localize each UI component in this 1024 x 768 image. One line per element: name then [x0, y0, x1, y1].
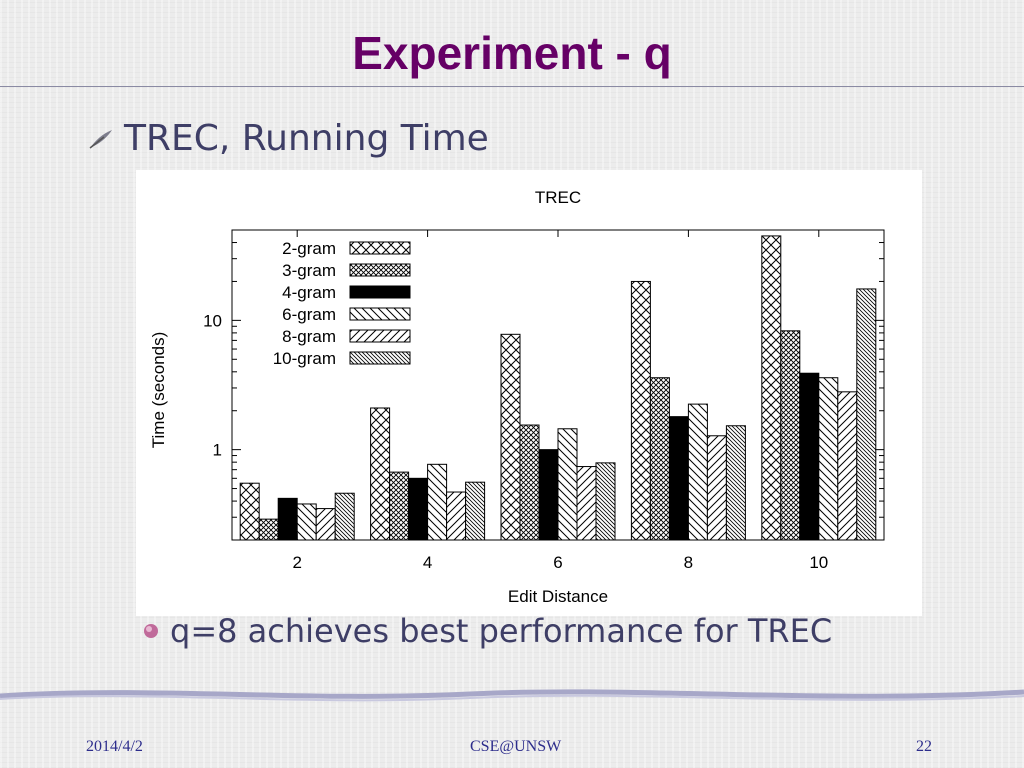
bar-6-gram-8	[687, 403, 708, 541]
bar-4-gram-8	[668, 416, 689, 541]
plot-area: 1 10 2 4 6 8 10 2-gram 3-gram 4-gram 6-gram 8-gram 1…	[203, 229, 885, 572]
y-axis-label: Time (seconds)	[149, 332, 168, 449]
footer-page-number: 22	[916, 738, 932, 755]
legend-label-8-gram: 8-gram	[282, 327, 336, 346]
legend-swatch-2-gram	[349, 241, 411, 255]
y-tick-label: 1	[213, 441, 222, 460]
legend-label-4-gram: 4-gram	[282, 283, 336, 302]
bar-8-gram-10	[837, 391, 858, 541]
bar-10-gram-2	[334, 492, 355, 541]
legend-swatch-6-gram	[349, 307, 411, 321]
bar-10-gram-4	[465, 481, 486, 541]
bar-4-gram-6	[538, 449, 559, 541]
x-tick-label: 6	[553, 553, 562, 572]
feather-bullet-icon	[89, 129, 112, 149]
title-divider	[0, 86, 1024, 87]
bar-3-gram-4	[389, 471, 410, 541]
bar-2-gram-2	[239, 482, 260, 541]
legend-label-10-gram: 10-gram	[273, 349, 336, 368]
legend-swatch-3-gram	[349, 263, 411, 277]
footer-wave-line	[0, 689, 1024, 702]
legend-swatch-8-gram	[349, 329, 411, 343]
x-axis-label: Edit Distance	[508, 587, 608, 606]
main-bullet-text: TREC, Running Time	[124, 118, 489, 159]
legend-swatch-4-gram	[349, 285, 411, 299]
bar-3-gram-10	[780, 330, 801, 541]
x-tick-label: 4	[423, 553, 432, 572]
bar-3-gram-2	[258, 518, 279, 541]
circle-bullet-icon	[144, 624, 158, 638]
bar-4-gram-2	[277, 497, 298, 541]
bar-4-gram-10	[799, 372, 820, 541]
legend-swatch-10-gram	[349, 351, 411, 365]
bar-2-gram-4	[370, 407, 391, 541]
chart-title: TREC	[535, 188, 581, 207]
bar-3-gram-6	[519, 424, 540, 541]
bar-2-gram-10	[761, 235, 782, 541]
bar-chart: TREC Time (seconds) Edit Distance 1 10 2 4 6…	[149, 188, 885, 606]
x-tick-label: 10	[809, 553, 828, 572]
bar-6-gram-6	[557, 428, 578, 541]
bar-8-gram-2	[315, 508, 336, 541]
bar-8-gram-8	[706, 435, 727, 541]
y-tick-label: 10	[203, 311, 222, 330]
footer-org: CSE@UNSW	[470, 738, 562, 755]
legend-label-3-gram: 3-gram	[282, 261, 336, 280]
bar-10-gram-8	[725, 425, 746, 541]
bar-8-gram-4	[446, 491, 467, 541]
bar-8-gram-6	[576, 466, 597, 541]
bar-4-gram-4	[408, 477, 429, 541]
x-tick-label: 2	[292, 553, 301, 572]
bar-10-gram-10	[856, 288, 877, 541]
main-bullet: TREC, Running Time	[88, 118, 489, 159]
bar-6-gram-2	[296, 503, 317, 541]
x-tick-label: 8	[684, 553, 693, 572]
bar-6-gram-10	[818, 377, 839, 541]
bar-10-gram-6	[595, 462, 616, 541]
chart-panel: TREC Time (seconds) Edit Distance 1 10 2 4 6…	[136, 170, 922, 616]
sub-bullet-text: q=8 achieves best performance for TREC	[170, 612, 833, 650]
legend-label-2-gram: 2-gram	[282, 239, 336, 258]
footer-date: 2014/4/2	[86, 738, 143, 755]
sub-bullet: q=8 achieves best performance for TREC	[142, 612, 832, 650]
slide-title: Experiment - q	[352, 27, 672, 79]
bar-3-gram-8	[649, 377, 670, 541]
bar-6-gram-4	[427, 463, 448, 541]
bar-2-gram-6	[500, 333, 521, 541]
legend-label-6-gram: 6-gram	[282, 305, 336, 324]
bar-2-gram-8	[630, 280, 651, 541]
